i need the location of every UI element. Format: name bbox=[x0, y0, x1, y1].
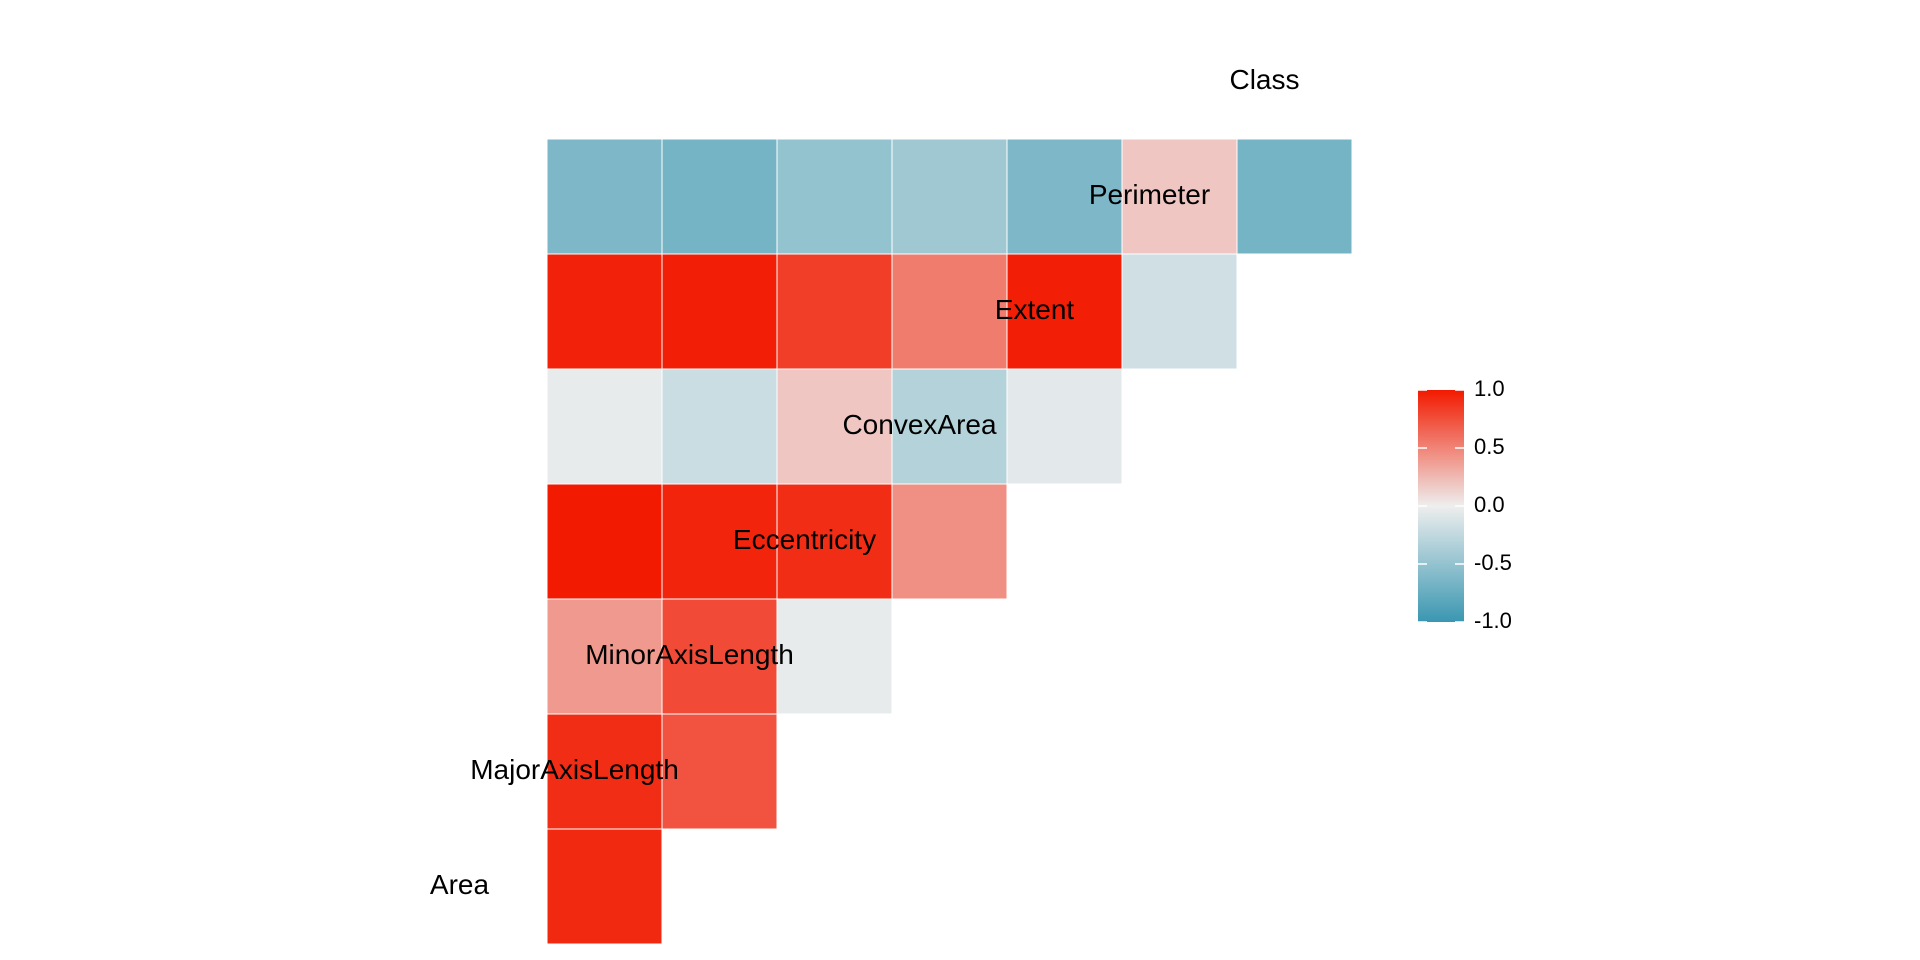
heatmap-cell-perimeter-eccentricity bbox=[891, 253, 1008, 370]
variable-labels: Area MajorAxisLength MinorAxisLength Eccent… bbox=[430, 64, 1300, 900]
heatmap-cell-perimeter-extent bbox=[1121, 253, 1238, 370]
heatmap-cells bbox=[546, 138, 1353, 945]
heatmap-cell-class-area bbox=[546, 138, 663, 255]
heatmap-cell-extent-minoraxislength bbox=[776, 368, 893, 485]
heatmap-cell-convexarea-minoraxislength bbox=[776, 483, 893, 600]
heatmap-cell-extent-majoraxislength bbox=[661, 368, 778, 485]
legend-tick-label: -1.0 bbox=[1474, 608, 1512, 633]
heatmap-cell-class-minoraxislength bbox=[776, 138, 893, 255]
heatmap-cell-minoraxislength-area bbox=[546, 713, 663, 830]
heatmap-cell-extent-convexarea bbox=[1006, 368, 1123, 485]
heatmap-cell-eccentricity-area bbox=[546, 598, 663, 715]
heatmap-cell-minoraxislength-majoraxislength bbox=[661, 713, 778, 830]
heatmap-cell-perimeter-majoraxislength bbox=[661, 253, 778, 370]
label-class: Class bbox=[1229, 64, 1299, 95]
legend-ticks: 1.0 0.5 0.0 -0.5 -1.0 bbox=[1418, 376, 1512, 633]
label-convexarea: ConvexArea bbox=[842, 409, 997, 440]
heatmap-cell-extent-eccentricity bbox=[891, 368, 1008, 485]
heatmap-cell-extent-area bbox=[546, 368, 663, 485]
label-minoraxislength: MinorAxisLength bbox=[585, 639, 794, 670]
heatmap-cell-convexarea-majoraxislength bbox=[661, 483, 778, 600]
color-legend: 1.0 0.5 0.0 -0.5 -1.0 bbox=[1418, 376, 1512, 633]
heatmap-cell-class-perimeter bbox=[1236, 138, 1353, 255]
heatmap-cell-eccentricity-minoraxislength bbox=[776, 598, 893, 715]
legend-tick-label: 1.0 bbox=[1474, 376, 1505, 401]
heatmap-cell-perimeter-convexarea bbox=[1006, 253, 1123, 370]
label-extent: Extent bbox=[995, 294, 1075, 325]
heatmap-cell-perimeter-area bbox=[546, 253, 663, 370]
label-eccentricity: Eccentricity bbox=[733, 524, 876, 555]
legend-tick-label: 0.5 bbox=[1474, 434, 1505, 459]
label-area: Area bbox=[430, 869, 490, 900]
legend-tick-label: 0.0 bbox=[1474, 492, 1505, 517]
heatmap-cell-class-eccentricity bbox=[891, 138, 1008, 255]
label-perimeter: Perimeter bbox=[1089, 179, 1210, 210]
heatmap-cell-class-majoraxislength bbox=[661, 138, 778, 255]
legend-tick-label: -0.5 bbox=[1474, 550, 1512, 575]
heatmap-cell-class-extent bbox=[1121, 138, 1238, 255]
heatmap-cell-majoraxislength-area bbox=[546, 828, 663, 945]
heatmap-cell-convexarea-eccentricity bbox=[891, 483, 1008, 600]
heatmap-cell-perimeter-minoraxislength bbox=[776, 253, 893, 370]
label-majoraxislength: MajorAxisLength bbox=[470, 754, 679, 785]
heatmap-cell-class-convexarea bbox=[1006, 138, 1123, 255]
heatmap-cell-convexarea-area bbox=[546, 483, 663, 600]
